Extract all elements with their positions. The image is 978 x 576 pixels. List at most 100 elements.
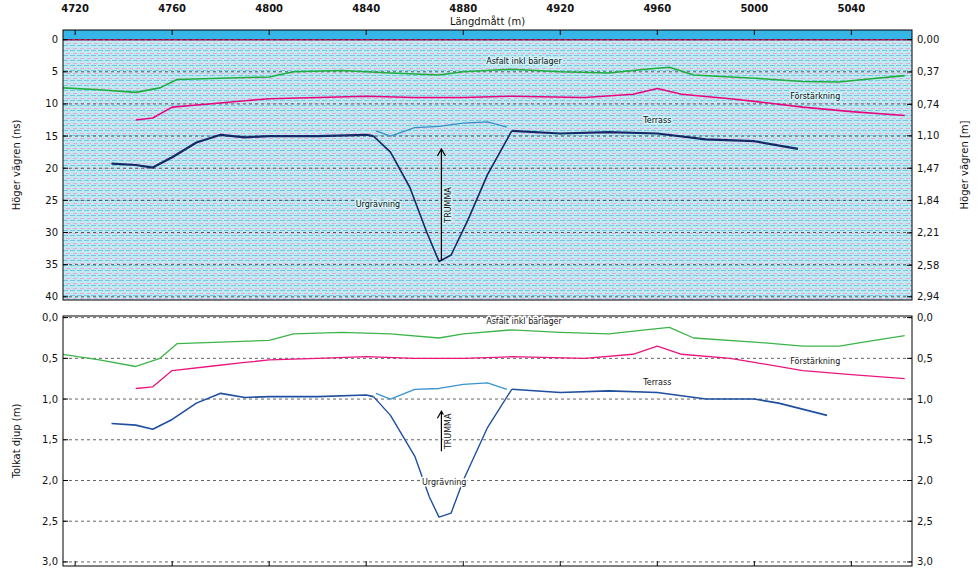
series-line [373,389,511,517]
chart: 472047604800484048804920496050005040Läng… [0,0,978,576]
series-line [136,346,905,388]
y-tick-label: 2,5 [42,516,58,527]
grid-line [63,439,912,440]
y2-tick-label: 0,0 [917,312,933,323]
series-group [63,67,905,261]
y-tick-label: 3,0 [42,556,58,567]
y-tick [63,264,68,265]
y-tick [63,136,68,137]
x-tick [560,30,561,35]
x-tick [463,30,464,35]
x-tick [851,30,852,35]
series-line [112,389,828,429]
y-tick [63,103,68,104]
series-line [136,89,905,121]
y2-tick [907,480,912,481]
x-tick-label: 4960 [643,3,671,14]
x-tick-label: 4800 [255,3,283,14]
grid-line [63,480,912,481]
y-tick-label: 0,5 [42,353,58,364]
x-tick [269,561,270,566]
series-group [63,327,905,517]
y2-tick [907,521,912,522]
x-tick [366,561,367,566]
y2-tick [907,439,912,440]
annotation-text: TRUMMA [444,187,453,224]
x-tick-label: 5000 [740,3,768,14]
x-axis-title: Längdmått (m) [450,15,525,27]
y-tick-label: 1,0 [42,394,58,405]
x-tick [463,561,464,566]
x-tick [366,30,367,35]
surface-line [63,39,912,41]
panel: 0,0 0,5 1,0 1,5 2,0 2,5 3,0 Tolkat djup (m) 0,0 0… [11,312,933,567]
y2-tick-label: 2,21 [917,227,939,238]
y2-tick [907,296,912,297]
y-tick-label: 2,0 [42,475,58,486]
y2-tick-label: 0,37 [917,66,939,77]
y2-tick-label: 0,5 [917,353,933,364]
plot-frame [63,30,912,300]
surface-band [63,30,912,40]
line-label: Urgrävning [356,200,400,209]
y-tick [63,521,68,522]
x-tick [75,30,76,35]
y2-tick-label: 1,84 [917,195,939,206]
y2-tick-label: 1,47 [917,163,939,174]
x-tick [75,561,76,566]
y-tick-label: 0,0 [42,312,58,323]
y-tick-label: 1,5 [42,434,58,445]
y-tick [63,561,68,562]
x-tick-label: 4880 [449,3,477,14]
y-tick [63,399,68,400]
series-line [376,122,507,136]
line-label: Urgrävning [422,478,466,487]
y2-tick [907,200,912,201]
y-tick [63,317,68,318]
y2-tick [907,358,912,359]
y-tick [63,200,68,201]
x-tick [269,30,270,35]
y-tick-label: 20 [45,163,58,174]
y2-tick-label: 2,0 [917,475,933,486]
series-line [373,131,511,262]
y2-tick-label: 2,58 [917,260,939,271]
grid-line [63,264,912,265]
y2-tick-label: 1,0 [917,394,933,405]
grid-line [63,71,912,72]
y-tick-label: 0 [52,34,58,45]
series-line [376,383,507,399]
x-tick [754,30,755,35]
grid-line [63,39,912,40]
y-tick-label: 25 [45,195,58,206]
grid-line [63,136,912,137]
series-line [112,131,798,168]
y2-tick [907,399,912,400]
y-tick [63,480,68,481]
y2-tick [907,232,912,233]
line-label: Asfalt inkl bärlager [486,57,562,66]
plot-background [63,316,912,566]
y2-axis-title: Höger vägren [m] [959,120,970,209]
panel: 472047604800484048804920496050005040Läng… [11,3,970,302]
x-tick [172,561,173,566]
x-tick [560,561,561,566]
y2-tick [907,135,912,136]
x-tick [172,30,173,35]
grid-line [63,399,912,400]
line-label: Terrass [642,378,671,387]
grid-line [63,168,912,169]
y-tick [63,358,68,359]
plot-frame [63,316,912,566]
y-tick-label: 5 [52,66,58,77]
y2-tick-label: 0,74 [917,99,939,110]
grid-line [63,521,912,522]
x-tick [657,30,658,35]
y-tick-label: 30 [45,227,58,238]
y-tick-label: 10 [45,98,58,109]
y2-tick-label: 0,00 [917,34,939,45]
plot-background [63,30,912,300]
line-label: Asfalt inkl bärlager [486,317,562,326]
y-axis-title: Tolkat djup (m) [11,404,22,480]
grid-line [63,232,912,233]
